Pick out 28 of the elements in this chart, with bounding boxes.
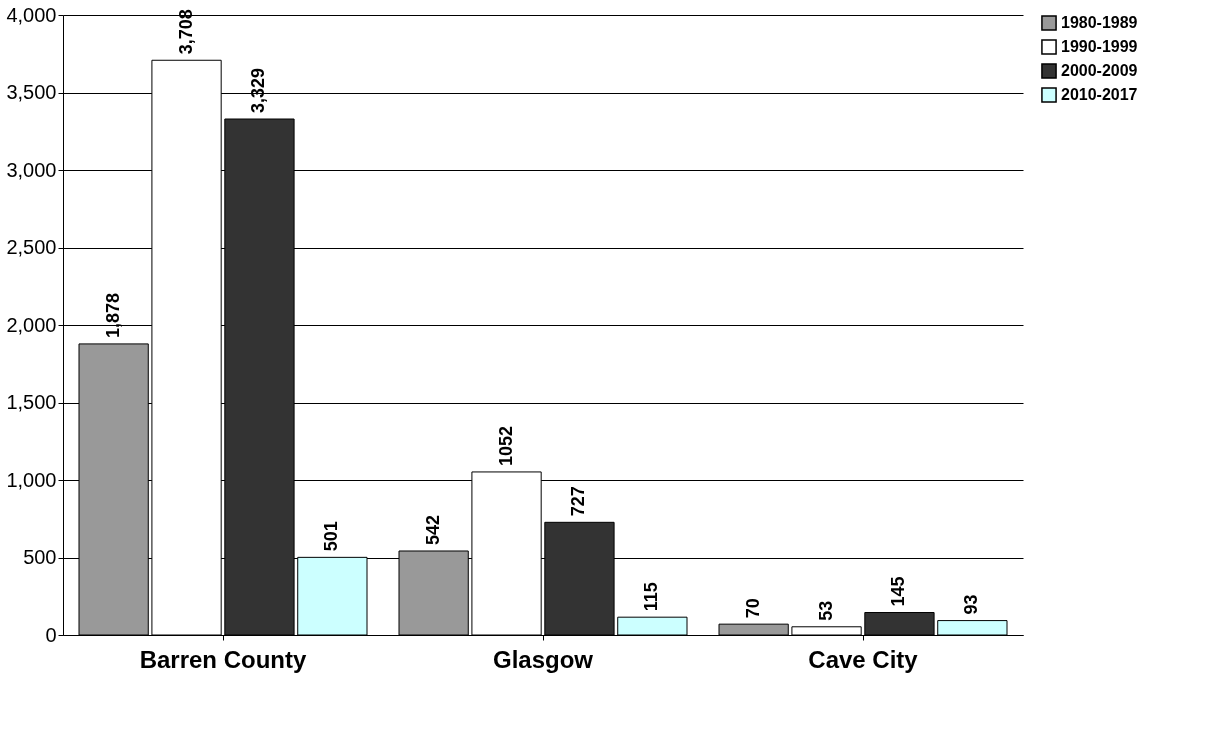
y-tick-label: 1,500: [6, 391, 57, 413]
x-tick-label: Cave City: [808, 645, 919, 673]
data-label: 3,708: [175, 9, 196, 55]
legend-label: 1980-1989: [1061, 14, 1138, 31]
x-tick-label: Barren County: [139, 645, 307, 673]
data-label: 70: [742, 598, 763, 619]
data-label: 93: [961, 594, 982, 615]
y-tick-label: 2,500: [6, 236, 57, 258]
data-label: 145: [888, 576, 909, 607]
data-label: 53: [815, 600, 836, 621]
data-label: 501: [321, 521, 342, 552]
legend-label: 2010-2017: [1061, 86, 1138, 103]
y-tick-label: 2,000: [6, 313, 57, 336]
x-tick-label: Glasgow: [492, 645, 594, 673]
y-tick-label: 3,500: [6, 81, 57, 103]
y-tick-label: 0: [45, 623, 57, 646]
data-label: 3,329: [248, 67, 269, 113]
y-tick-label: 4,000: [6, 3, 57, 26]
legend-label: 1990-1999: [1061, 38, 1138, 55]
data-label: 1,878: [102, 292, 123, 338]
legend-label: 2000-2009: [1061, 62, 1138, 79]
y-tick-label: 500: [23, 546, 57, 568]
data-label: 727: [568, 486, 589, 517]
y-tick-label: 3,000: [6, 158, 57, 181]
data-label: 1052: [495, 425, 516, 466]
data-label: 542: [422, 514, 443, 545]
data-label: 115: [641, 582, 662, 612]
y-tick-label: 1,000: [6, 468, 57, 491]
